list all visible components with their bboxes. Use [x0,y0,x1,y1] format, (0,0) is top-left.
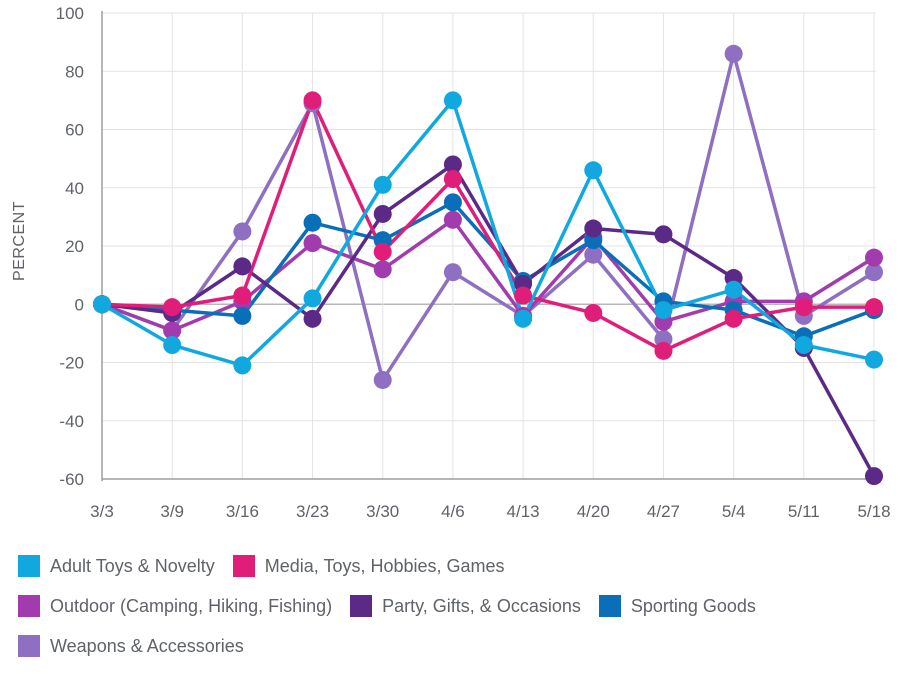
series-line-weapons-accessories [100,52,876,382]
data-point [654,341,673,360]
legend-swatch [18,595,40,617]
data-point [654,225,673,244]
y-tick-label: 20 [65,237,84,256]
x-tick-label: 3/16 [226,502,259,521]
data-point [233,257,252,276]
chart-plot: 100 80 60 40 20 0 -20 -40 -60 3/3 3/9 3/16 3/23 3/30 4… [11,4,891,521]
data-point [233,356,252,375]
data-point [443,193,462,212]
legend-item: Weapons & Accessories [18,635,244,657]
data-point [584,219,603,238]
x-tick-label: 3/30 [366,502,399,521]
data-point [443,210,462,229]
y-tick-label: -60 [59,470,84,489]
y-axis-title: PERCENT [11,201,28,281]
data-point [443,155,462,174]
legend-swatch [18,555,40,577]
legend-label: Adult Toys & Novelty [50,555,215,576]
series-line-adult-toys-novelty [100,98,876,368]
legend-label: Media, Toys, Hobbies, Games [264,555,505,576]
data-point [303,213,322,232]
legend-label: Party, Gifts, & Occasions [382,595,581,616]
legend-swatch [18,635,40,657]
x-tick-label: 4/27 [647,502,680,521]
data-point [163,321,182,340]
legend-row: Adult Toys & Novelty Media, Toys, Hobbies… [18,546,888,586]
gridlines [101,12,876,480]
series-points-adult-toys-novelty [93,91,883,375]
y-tick-label: 0 [75,295,84,314]
data-point [865,263,883,282]
y-tick-label: -20 [59,354,84,373]
data-point [93,295,111,314]
y-tick-label: 60 [65,121,84,140]
data-point [373,175,392,194]
x-tick-label: 5/11 [788,502,820,521]
data-point [443,263,462,282]
legend-swatch [598,595,621,617]
data-point [163,298,182,317]
x-tick-label: 4/13 [507,502,540,521]
data-point [794,298,813,317]
y-tick-label: 40 [65,179,84,198]
legend-item: Outdoor (Camping, Hiking, Fishing) [18,595,332,617]
data-point [724,44,743,63]
data-point [303,91,322,110]
data-point [373,370,392,389]
data-point [865,467,883,486]
data-point [233,222,252,241]
legend-item: Adult Toys & Novelty [18,555,215,577]
data-point [233,306,252,325]
data-point [443,170,462,189]
data-point [865,248,883,267]
data-point [584,161,603,180]
legend-swatch [232,555,255,577]
series-line-media-toys-hobbies-games [100,98,876,353]
legend-item: Media, Toys, Hobbies, Games [232,555,505,577]
data-point [514,286,533,305]
x-tick-label: 3/23 [296,502,329,521]
data-point [514,309,533,328]
data-point [865,350,883,369]
x-tick-label: 3/3 [90,502,114,521]
legend-swatch [350,595,373,617]
y-tick-label: 100 [56,4,84,23]
data-point [373,204,392,223]
data-point [373,242,392,261]
data-point [654,301,673,320]
data-point [865,298,883,317]
x-tick-label: 3/9 [160,502,184,521]
x-tick-label: 5/18 [857,502,890,521]
y-tick-label: -40 [59,412,84,431]
legend-row: Weapons & Accessories [18,626,888,666]
chart-legend: Adult Toys & Novelty Media, Toys, Hobbies… [18,546,888,666]
x-tick-label: 4/6 [441,502,465,521]
data-point [303,309,322,328]
y-tick-label: 80 [65,62,84,81]
data-point [584,303,603,322]
legend-row: Outdoor (Camping, Hiking, Fishing) Party,… [18,586,888,626]
legend-label: Weapons & Accessories [50,635,244,656]
x-tick-label: 5/4 [722,502,746,521]
legend-label: Sporting Goods [630,595,756,616]
data-point [794,336,813,355]
legend-item: Sporting Goods [598,595,756,617]
data-point [233,286,252,305]
legend-item: Party, Gifts, & Occasions [350,595,581,617]
x-tick-label: 4/20 [577,502,610,521]
series-line-sporting-goods [100,200,876,339]
legend-label: Outdoor (Camping, Hiking, Fishing) [50,595,333,616]
series-points-weapons-accessories [93,44,883,389]
data-point [724,309,743,328]
data-point [303,289,322,308]
data-point [443,91,462,110]
data-point [373,260,392,279]
series-line-outdoor-camping-hiking-fishing [100,218,876,333]
data-point [163,336,182,355]
data-point [724,280,743,299]
data-point [303,234,322,253]
data-point [584,245,603,264]
series-line-party-gifts-occasions [100,162,876,478]
